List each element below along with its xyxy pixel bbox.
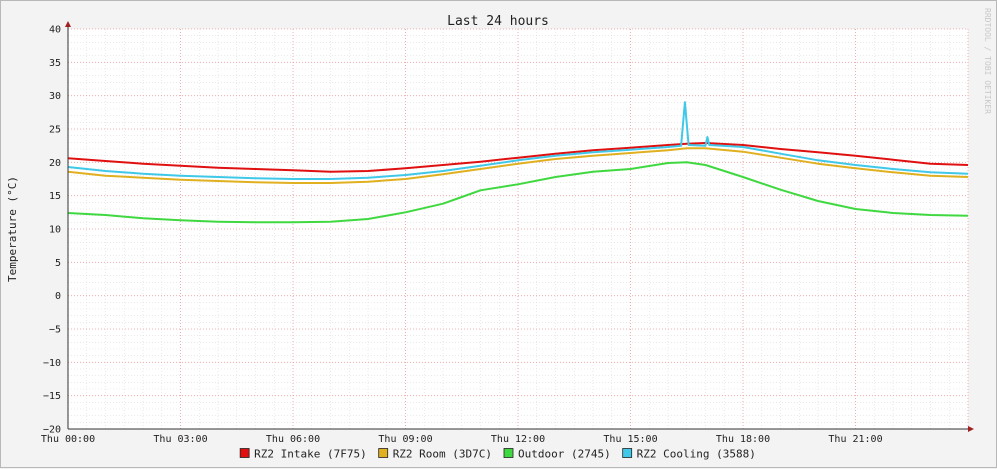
legend-label: RZ2 Cooling (3588) xyxy=(637,448,756,461)
series-line-1 xyxy=(67,147,969,184)
y-axis-label: Temperature (°C) xyxy=(6,176,19,282)
y-tick-label: −10 xyxy=(43,358,61,369)
legend: RZ2 Intake (7F75) RZ2 Room (3D7C) Outdoor … xyxy=(239,448,756,461)
legend-label: RZ2 Room (3D7C) xyxy=(393,448,492,461)
legend-swatch xyxy=(622,448,633,458)
y-tick-label: −5 xyxy=(49,325,61,336)
y-tick-label: 15 xyxy=(49,191,61,202)
y-tick-label: 35 xyxy=(49,58,61,69)
y-tick-label: 5 xyxy=(55,258,61,269)
series-line-2 xyxy=(67,161,969,224)
series-layer xyxy=(67,101,969,224)
y-tick-label: −20 xyxy=(43,425,61,436)
y-tick-label: 0 xyxy=(55,291,61,302)
x-tick-label: Thu 00:00 xyxy=(41,434,95,445)
x-tick-label: Thu 03:00 xyxy=(153,434,207,445)
x-tick-label: Thu 12:00 xyxy=(491,434,545,445)
y-axis-arrow xyxy=(65,21,71,27)
legend-label: Outdoor (2745) xyxy=(518,448,611,461)
y-tick-label: 25 xyxy=(49,125,61,136)
x-tick-label: Thu 15:00 xyxy=(603,434,657,445)
x-tick-label: Thu 21:00 xyxy=(828,434,882,445)
legend-label: RZ2 Intake (7F75) xyxy=(254,448,367,461)
y-tick-label: −15 xyxy=(43,391,61,402)
watermark: RRDTOOL / TOBI OETIKER xyxy=(983,8,992,114)
legend-swatch xyxy=(378,448,389,458)
series-line-3 xyxy=(67,101,969,180)
y-tick-label: 40 xyxy=(49,25,61,36)
x-tick-label: Thu 18:00 xyxy=(716,434,770,445)
y-tick-label: 30 xyxy=(49,91,61,102)
x-axis-arrow xyxy=(968,426,974,432)
y-tick-label: 10 xyxy=(49,225,61,236)
series-line-0 xyxy=(67,142,969,173)
chart-title: Last 24 hours xyxy=(447,14,549,29)
legend-swatch xyxy=(503,448,514,458)
y-tick-label: 20 xyxy=(49,158,61,169)
legend-swatch xyxy=(239,448,250,458)
x-tick-label: Thu 06:00 xyxy=(266,434,320,445)
x-tick-label: Thu 09:00 xyxy=(378,434,432,445)
grid xyxy=(67,28,969,430)
